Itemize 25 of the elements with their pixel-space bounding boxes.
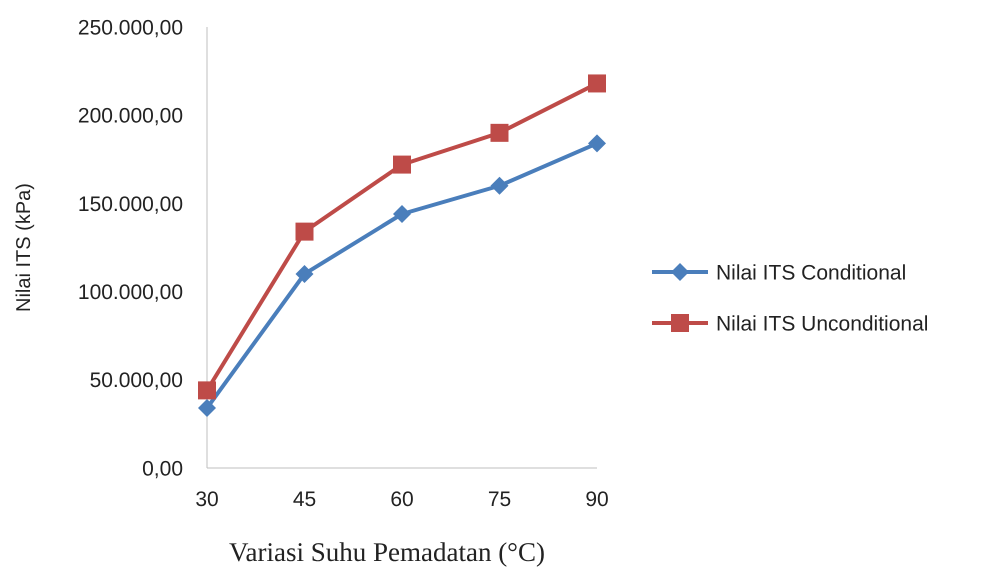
y-tick-label: 150.000,00: [78, 192, 183, 216]
x-tick-label: 60: [390, 488, 414, 511]
y-tick-label: 200.000,00: [78, 104, 183, 128]
y-axis-title: Nilai ITS (kPa): [13, 183, 35, 312]
x-axis-title: Variasi Suhu Pemadatan (°C): [229, 537, 545, 567]
x-tick-label: 30: [195, 488, 219, 511]
legend-label: Nilai ITS Unconditional: [716, 312, 928, 336]
y-tick-label: 0,00: [142, 457, 183, 480]
legend-label: Nilai ITS Conditional: [716, 261, 906, 284]
point: [393, 204, 411, 223]
y-tick-label: 50.000,00: [90, 369, 183, 392]
point: [296, 264, 314, 283]
point: [588, 134, 606, 152]
point: [588, 74, 606, 92]
x-tick-label: 45: [292, 488, 316, 511]
point: [490, 124, 508, 142]
y-tick-label: 250.000,00: [78, 16, 183, 40]
x-tick-label: 75: [488, 488, 512, 511]
point: [198, 399, 216, 418]
point: [198, 381, 216, 400]
point: [490, 176, 508, 195]
y-tick-label: 100.000,00: [78, 280, 183, 304]
point: [393, 156, 411, 174]
x-tick-label: 90: [585, 488, 609, 511]
point: [296, 222, 314, 241]
